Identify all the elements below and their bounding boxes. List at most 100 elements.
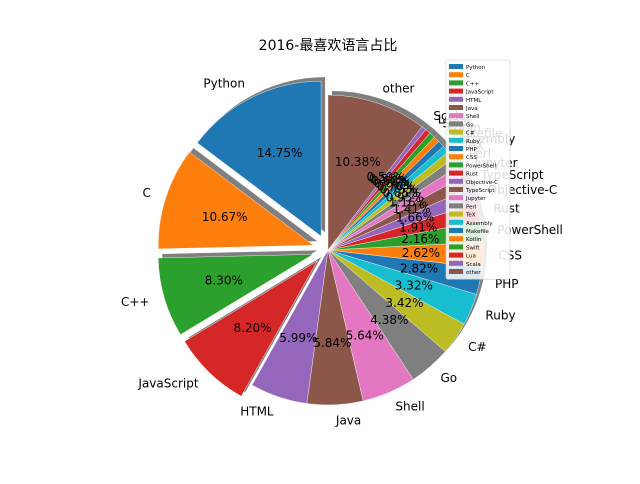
legend-label-ruby: Ruby: [466, 139, 481, 145]
legend-label-html: HTML: [466, 98, 482, 104]
percent-label-python: 14.75%: [257, 146, 303, 160]
legend-label-other: other: [466, 270, 481, 276]
percent-label-perl: 0.95%: [386, 190, 424, 204]
legend-label-jupyter: Jupyter: [465, 196, 486, 202]
legend-label-go: Go: [466, 122, 474, 128]
legend-label-javascript: JavaScript: [465, 90, 494, 96]
percent-label-csharp: 3.42%: [385, 296, 423, 310]
legend-swatch-assembly: [449, 219, 463, 225]
legend-swatch-csharp: [449, 129, 463, 135]
slice-other: [327, 94, 423, 251]
legend-swatch-kotlin: [449, 236, 463, 242]
legend-swatch-ruby: [449, 137, 463, 143]
legend-label-makefile: Makefile: [466, 229, 489, 235]
category-label-csharp: C#: [468, 340, 486, 354]
percent-label-assembly: 0.75%: [380, 183, 418, 197]
legend-label-csharp: C#: [466, 131, 475, 137]
percent-label-objective-c: 1.66%: [396, 210, 434, 224]
legend-label-kotlin: Kotlin: [466, 237, 482, 243]
percent-label-shell: 5.64%: [346, 328, 384, 342]
category-label-ruby: Ruby: [485, 308, 515, 322]
legend: Python C C++ JavaScript HTML Java Shell Go C# Rub…: [445, 59, 511, 280]
percent-label-c: 10.67%: [202, 210, 248, 224]
percent-label-ruby: 3.32%: [395, 279, 433, 293]
percent-label-swift: 0.60%: [371, 174, 409, 188]
percent-labels: 14.75% 10.67% 8.30% 8.20% 5.99%5.84%5.64%4.3…: [202, 146, 440, 350]
legend-swatch-javascript: [449, 88, 463, 94]
percent-label-lua: 0.55%: [369, 172, 407, 186]
percent-label-powershell: 2.16%: [401, 232, 439, 246]
legend-swatch-c: [449, 72, 463, 78]
percent-label-html: 5.99%: [279, 331, 317, 345]
legend-label-typescript: TypeScript: [465, 188, 495, 194]
category-label-php: PHP: [495, 277, 519, 291]
slice-c: [158, 151, 314, 250]
legend-swatch-jupyter: [449, 195, 463, 201]
percent-label-scala: 0.50%: [366, 170, 404, 184]
legend-swatch-makefile: [449, 228, 463, 233]
percent-label-makefile: 0.70%: [377, 179, 415, 193]
percent-label-cplusplus: 8.30%: [205, 273, 243, 287]
legend-label-java: Java: [465, 106, 478, 112]
legend-swatch-powershell: [449, 162, 463, 168]
legend-swatch-cplusplus: [449, 80, 463, 86]
legend-label-lua: Lua: [466, 254, 476, 260]
legend-swatch-swift: [449, 244, 463, 250]
legend-swatch-typescript: [449, 187, 463, 192]
category-label-java: Java: [335, 413, 361, 427]
category-label-other: other: [383, 81, 415, 95]
slice-javascript: [184, 260, 318, 397]
legend-label-c: C: [466, 73, 470, 79]
category-label-javascript: JavaScript: [137, 377, 198, 391]
legend-label-css: CSS: [466, 155, 477, 161]
legend-swatch-lua: [449, 252, 463, 258]
legend-label-swift: Swift: [466, 245, 480, 251]
slice-python: [197, 80, 322, 237]
legend-label-tex: TeX: [465, 213, 476, 219]
category-label-shell: Shell: [395, 400, 424, 414]
category-label-go: Go: [441, 371, 458, 385]
legend-label-shell: Shell: [466, 114, 480, 120]
legend-swatch-go: [449, 121, 463, 127]
legend-swatch-css: [449, 154, 463, 160]
category-label-python: Python: [203, 77, 245, 91]
percent-label-rust: 1.91%: [399, 220, 437, 234]
category-label-powershell: PowerShell: [497, 223, 563, 237]
legend-swatch-rust: [449, 170, 463, 176]
legend-swatch-tex: [449, 211, 463, 217]
slice-cplusplus: [157, 254, 314, 335]
legend-swatch-perl: [449, 203, 463, 209]
chart-title: 2016-最喜欢语言占比: [259, 38, 398, 54]
percent-label-java: 5.84%: [313, 336, 351, 350]
legend-label-rust: Rust: [466, 172, 479, 178]
percent-label-kotlin: 0.65%: [374, 177, 412, 191]
legend-label-powershell: PowerShell: [466, 163, 497, 169]
legend-label-perl: Perl: [466, 204, 477, 210]
legend-swatch-java: [449, 105, 463, 110]
percent-label-tex: 0.85%: [383, 186, 421, 200]
legend-swatch-shell: [449, 113, 463, 119]
pie-wedges: [157, 80, 484, 406]
legend-swatch-objective-c: [449, 178, 463, 184]
percent-label-php: 2.82%: [400, 262, 438, 276]
legend-label-objective-c: Objective-C: [466, 180, 498, 186]
legend-swatch-php: [449, 146, 463, 151]
legend-label-cplusplus: C++: [466, 81, 479, 87]
legend-label-php: PHP: [466, 147, 477, 153]
legend-label-python: Python: [466, 65, 486, 71]
legend-label-scala: Scala: [466, 262, 481, 268]
legend-swatch-html: [449, 96, 463, 102]
category-label-html: HTML: [240, 405, 274, 419]
percent-label-jupyter: 1.16%: [389, 196, 427, 210]
legend-swatch-python: [449, 64, 463, 69]
percent-label-other: 10.38%: [335, 155, 381, 169]
legend-swatch-scala: [449, 260, 463, 266]
category-label-cplusplus: C++: [121, 295, 150, 309]
percent-label-go: 4.38%: [370, 313, 408, 327]
percent-label-css: 2.62%: [402, 246, 440, 260]
percent-label-javascript: 8.20%: [233, 321, 271, 335]
legend-label-assembly: Assembly: [466, 221, 493, 227]
legend-swatch-other: [449, 269, 463, 274]
